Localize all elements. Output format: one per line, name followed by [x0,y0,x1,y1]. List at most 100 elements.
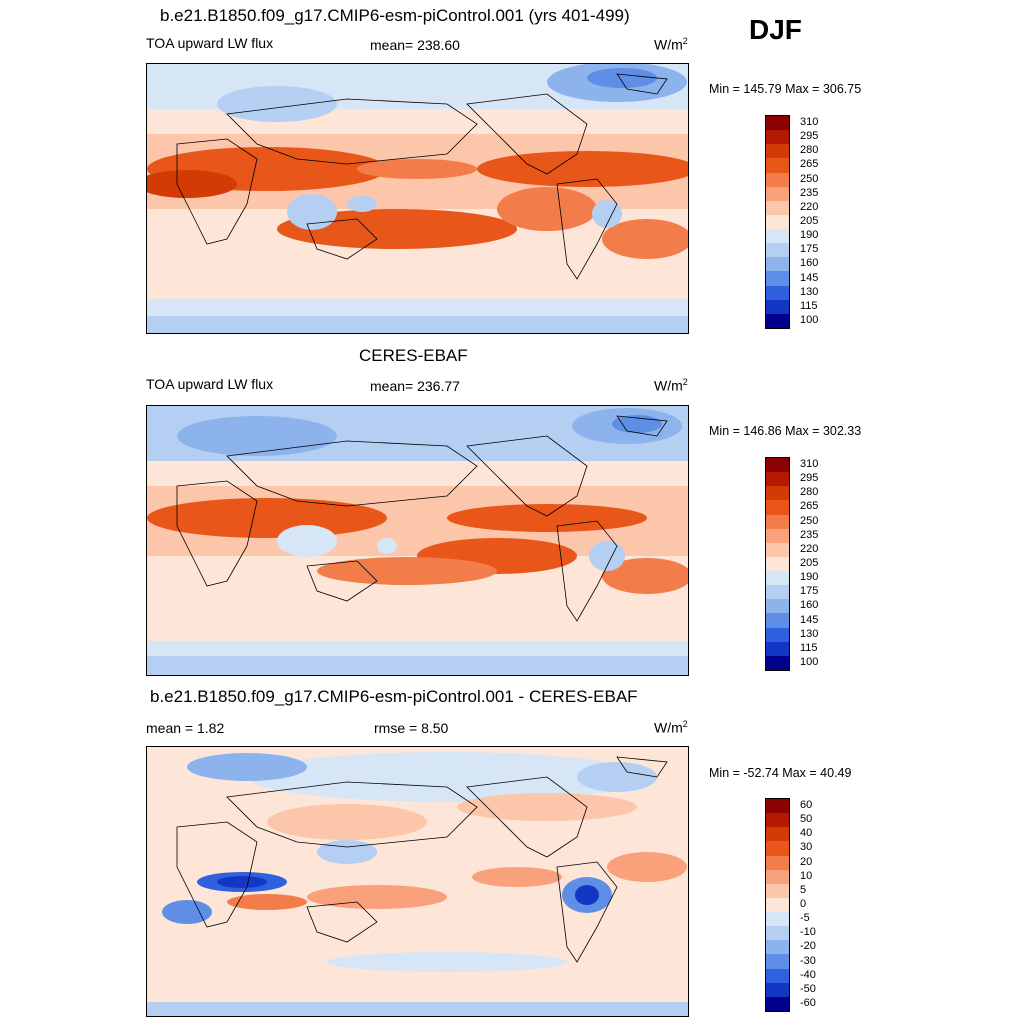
colorbar-segment [766,514,789,529]
colorbar-tick-label: 220 [800,542,819,555]
colorbar-segment [766,229,789,244]
colorbar-tick-label: -30 [800,954,816,967]
colorbar-segment [766,257,789,272]
season-label: DJF [749,14,802,45]
colorbar-segment [766,571,789,586]
colorbar-segment [766,641,789,656]
panel-2-title: CERES-EBAF [359,346,468,365]
colorbar-segment [766,116,789,131]
colorbar-segment [766,271,789,286]
colorbar-segment [766,313,789,328]
colorbar-tick-label: 115 [800,299,818,312]
colorbar-segment [766,243,789,258]
colorbar-tick-label: 60 [800,799,813,812]
colorbar-segment [766,996,789,1011]
colorbar-segment [766,855,789,870]
colorbar-segment [766,158,789,173]
colorbar-tick-label: 190 [800,571,819,584]
panel-1-minmax: Min = 145.79 Max = 306.75 [709,82,862,96]
colorbar-tick-label: 190 [800,229,819,242]
colorbar-segment [766,897,789,912]
panel-3-map [146,746,689,1017]
colorbar-tick-label: 130 [800,285,819,298]
colorbar-tick-label: 265 [800,500,819,513]
colorbar-segment [766,841,789,856]
colorbar-segment [766,926,789,941]
colorbar-segment [766,940,789,955]
panel-3-colorbar [765,798,790,1012]
colorbar-tick-label: 235 [800,528,819,541]
colorbar-tick-label: 160 [800,257,819,270]
colorbar-tick-label: 50 [800,813,813,826]
panel-1-title: b.e21.B1850.f09_g17.CMIP6-esm-piControl.… [160,6,630,25]
colorbar-tick-label: -5 [800,912,810,925]
panel-1-map [146,63,689,334]
colorbar-tick-label: 310 [800,116,819,129]
panel-2-minmax: Min = 146.86 Max = 302.33 [709,424,862,438]
colorbar-segment [766,214,789,229]
colorbar-segment [766,144,789,159]
colorbar-segment [766,968,789,983]
colorbar-tick-label: 280 [800,486,819,499]
panel-3-title: b.e21.B1850.f09_g17.CMIP6-esm-piControl.… [150,687,638,706]
panel-2-map [146,405,689,676]
colorbar-tick-label: 10 [800,869,813,882]
colorbar-tick-label: 100 [800,313,819,326]
colorbar-segment [766,458,789,473]
colorbar-segment [766,542,789,557]
colorbar-segment [766,655,789,670]
colorbar-segment [766,599,789,614]
colorbar-tick-label: 295 [800,472,819,485]
colorbar-tick-label: 175 [800,585,819,598]
panel-2-variable-label: TOA upward LW flux [146,376,274,392]
colorbar-tick-label: -40 [800,968,816,981]
colorbar-tick-label: 205 [800,557,819,569]
panel-1-map-plot [147,64,688,333]
colorbar-segment [766,827,789,842]
colorbar-tick-label: 295 [800,130,819,143]
colorbar-segment [766,799,789,814]
panel-3-mean-label: mean = 1.82 [146,720,225,736]
panel-3-rmse-label: rmse = 8.50 [374,720,449,736]
colorbar-segment [766,500,789,515]
colorbar-segment [766,869,789,884]
panel-3-units: W/m2 [654,719,688,736]
colorbar-segment [766,172,789,187]
panel-1-variable-label: TOA upward LW flux [146,35,274,51]
colorbar-tick-label: 20 [800,855,813,868]
colorbar-segment [766,130,789,145]
colorbar-segment [766,299,789,314]
colorbar-segment [766,556,789,571]
colorbar-tick-label: 30 [800,841,813,854]
colorbar-tick-label: 265 [800,158,819,171]
panel-1-colorbar [765,115,790,329]
panel-2-map-plot [147,406,688,675]
panel-2-units: W/m2 [654,377,688,394]
colorbar-tick-label: 250 [800,172,819,185]
panel-3-minmax: Min = -52.74 Max = 40.49 [709,766,852,780]
colorbar-tick-label: -20 [800,940,816,953]
colorbar-tick-label: 250 [800,514,819,527]
panel-1-mean-label: mean= 238.60 [370,37,460,53]
colorbar-tick-label: 115 [800,641,818,654]
colorbar-tick-label: -50 [800,982,816,995]
colorbar-segment [766,883,789,898]
panel-2-colorbar [765,457,790,671]
colorbar-segment [766,982,789,997]
colorbar-segment [766,813,789,828]
colorbar-tick-label: 145 [800,613,819,626]
colorbar-tick-label: 160 [800,599,819,612]
colorbar-tick-label: 130 [800,627,819,640]
colorbar-tick-label: 100 [800,655,819,668]
colorbar-tick-label: 310 [800,458,819,471]
colorbar-tick-label: 40 [800,827,813,840]
colorbar-tick-label: 175 [800,243,819,256]
colorbar-segment [766,486,789,501]
colorbar-tick-label: 280 [800,144,819,157]
colorbar-segment [766,585,789,600]
colorbar-segment [766,613,789,628]
colorbar-segment [766,186,789,201]
panel-2-mean-label: mean= 236.77 [370,378,460,394]
colorbar-segment [766,528,789,543]
colorbar-segment [766,954,789,969]
